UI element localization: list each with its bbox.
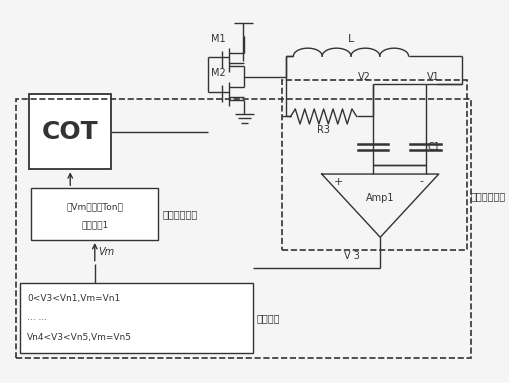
Text: Vn4<V3<Vn5,Vm=Vn5: Vn4<V3<Vn5,Vm=Vn5 bbox=[27, 333, 132, 342]
Bar bbox=[31, 188, 158, 240]
Text: V 3: V 3 bbox=[343, 251, 359, 261]
Text: V2: V2 bbox=[357, 72, 370, 82]
Text: 将Vm转化为Ton的: 将Vm转化为Ton的 bbox=[66, 202, 123, 211]
Text: R3: R3 bbox=[317, 125, 329, 135]
Text: 充电电流1: 充电电流1 bbox=[81, 220, 108, 229]
Text: Amp1: Amp1 bbox=[365, 193, 393, 203]
Bar bbox=[20, 283, 252, 354]
Text: 负载检测模块: 负载检测模块 bbox=[470, 191, 505, 201]
Bar bbox=[16, 98, 470, 358]
Bar bbox=[281, 80, 466, 250]
Text: COT: COT bbox=[42, 119, 98, 144]
Bar bbox=[29, 94, 111, 169]
Text: 判定模块: 判定模块 bbox=[256, 313, 279, 323]
Text: -: - bbox=[419, 177, 423, 187]
Text: M2: M2 bbox=[210, 68, 225, 78]
Text: 频率选择模块: 频率选择模块 bbox=[162, 209, 197, 219]
Text: 0<V3<Vn1,Vm=Vn1: 0<V3<Vn1,Vm=Vn1 bbox=[27, 294, 120, 303]
Text: V1: V1 bbox=[427, 72, 439, 82]
Text: ... ...: ... ... bbox=[27, 313, 47, 322]
Text: +: + bbox=[333, 177, 343, 187]
Text: M1: M1 bbox=[210, 34, 225, 44]
Text: L: L bbox=[347, 34, 353, 44]
Text: C1: C1 bbox=[427, 142, 439, 152]
Text: Vm: Vm bbox=[98, 247, 115, 257]
